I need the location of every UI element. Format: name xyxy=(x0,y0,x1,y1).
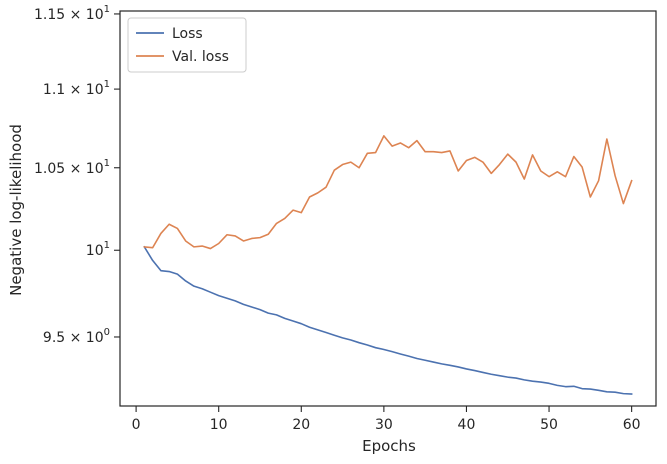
plot-frame xyxy=(119,10,657,407)
x-axis-ticks: 0 10 20 30 40 50 60 xyxy=(132,406,641,433)
y-tick-label: 1.15 × 101 xyxy=(34,4,110,23)
legend-label-2: Val. loss xyxy=(172,49,229,65)
y-tick-label: 101 xyxy=(86,240,110,259)
x-tick-label: 30 xyxy=(375,417,393,433)
x-tick-label: 0 xyxy=(132,417,141,433)
y-tick-label: 1.1 × 101 xyxy=(43,79,110,98)
x-tick-label: 20 xyxy=(292,417,310,433)
plot-area xyxy=(119,10,657,407)
y-axis-label: Negative log-likelihood xyxy=(7,124,25,296)
y-tick-label: 9.5 × 100 xyxy=(43,327,110,346)
legend-box xyxy=(127,17,247,73)
x-tick-label: 50 xyxy=(540,417,558,433)
y-axis-ticks: 9.5 × 100 101 1.05 × 101 1.1 × 101 1.15 × 10… xyxy=(34,4,120,346)
x-tick-label: 10 xyxy=(210,417,228,433)
x-tick-label: 60 xyxy=(623,417,641,433)
x-axis-label: Epochs xyxy=(362,437,416,455)
series-line-1 xyxy=(143,245,633,395)
legend-label-1: Loss xyxy=(172,26,203,42)
series-line-2 xyxy=(143,135,633,250)
x-tick-label: 40 xyxy=(458,417,476,433)
y-tick-label: 1.05 × 101 xyxy=(34,158,110,177)
legend: Loss Val. loss xyxy=(127,17,247,73)
